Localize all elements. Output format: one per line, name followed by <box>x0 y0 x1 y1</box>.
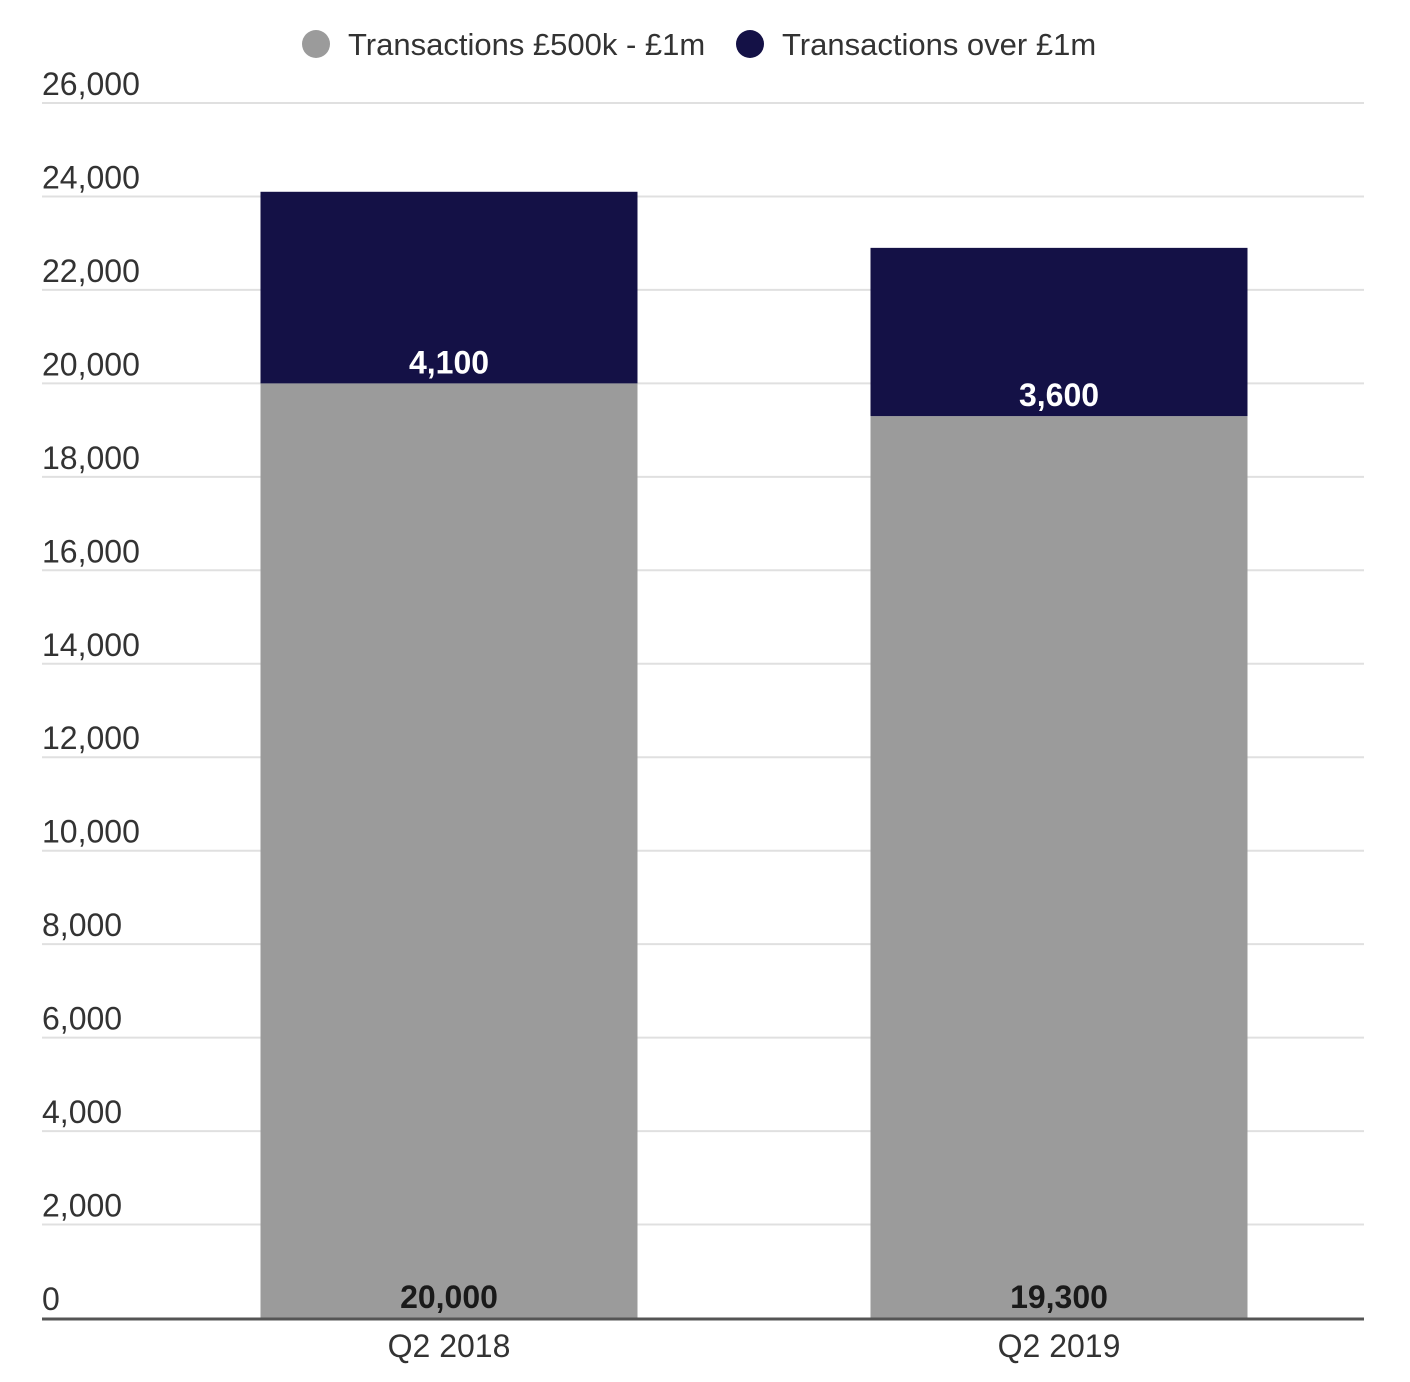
y-tick-label: 20,000 <box>42 346 140 382</box>
data-label: 19,300 <box>1010 1279 1108 1315</box>
x-axis: Q2 2018 Q2 2019 <box>42 1317 1364 1364</box>
y-tick-label: 6,000 <box>42 1001 122 1037</box>
y-tick-label: 22,000 <box>42 253 140 289</box>
y-axis: 0 2,000 4,000 6,000 8,000 10,000 12,000 14,000 1… <box>42 66 140 1317</box>
y-tick-label: 24,000 <box>42 159 140 195</box>
y-tick-label: 12,000 <box>42 720 140 756</box>
y-tick-label: 4,000 <box>42 1094 122 1130</box>
bar-segment <box>260 383 638 1318</box>
y-tick-label: 10,000 <box>42 814 140 850</box>
x-tick-label: Q2 2018 <box>388 1328 511 1364</box>
y-tick-label: 26,000 <box>42 66 140 102</box>
data-label: 20,000 <box>400 1279 498 1315</box>
bar-segment <box>870 416 1248 1318</box>
legend-marker <box>736 30 764 58</box>
legend-marker <box>302 30 330 58</box>
bar-segment <box>260 191 638 384</box>
legend-label: Transactions over £1m <box>782 27 1096 62</box>
legend-item: Transactions over £1m <box>736 27 1096 62</box>
bar-segment <box>870 247 1248 417</box>
legend-item: Transactions £500k - £1m <box>302 27 705 62</box>
data-label: 4,100 <box>409 344 489 380</box>
bars <box>260 191 1248 1318</box>
legend: Transactions £500k - £1m Transactions ove… <box>302 27 1096 62</box>
y-tick-label: 2,000 <box>42 1188 122 1224</box>
y-tick-label: 0 <box>42 1281 60 1317</box>
data-label: 3,600 <box>1019 377 1099 413</box>
y-tick-label: 18,000 <box>42 440 140 476</box>
y-tick-label: 8,000 <box>42 907 122 943</box>
data-labels: 20,000 4,100 19,300 3,600 <box>400 344 1108 1315</box>
y-tick-label: 14,000 <box>42 627 140 663</box>
y-tick-label: 16,000 <box>42 533 140 569</box>
x-tick-label: Q2 2019 <box>998 1328 1121 1364</box>
legend-label: Transactions £500k - £1m <box>348 27 705 62</box>
